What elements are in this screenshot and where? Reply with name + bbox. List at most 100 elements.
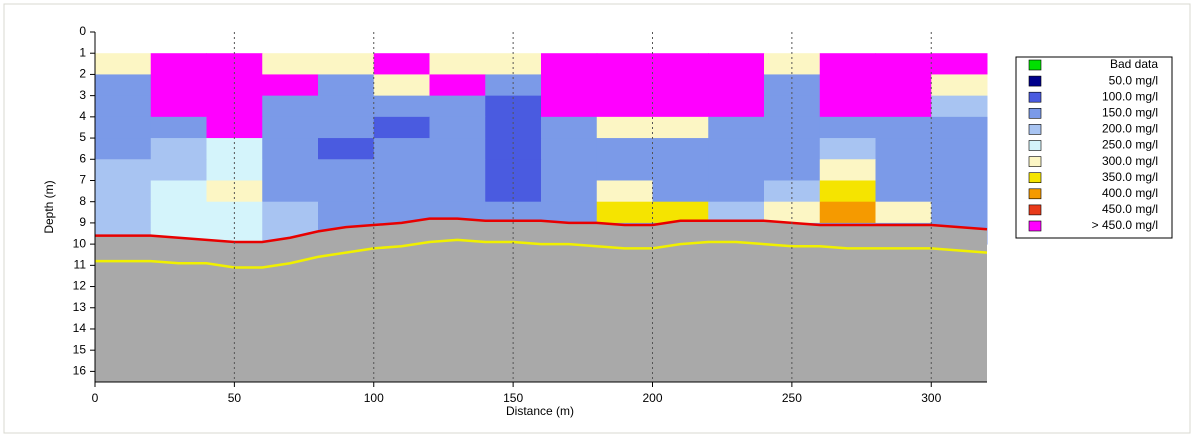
x-tick-label: 250 [782, 391, 802, 405]
y-tick-label: 9 [79, 215, 86, 229]
heat-cell [485, 74, 542, 97]
heat-cell [596, 116, 653, 139]
heat-cell [819, 116, 876, 139]
heat-cell [150, 180, 207, 203]
heat-cell [206, 95, 263, 118]
heat-cell [373, 74, 430, 97]
heat-cell [819, 53, 876, 75]
y-tick-label: 12 [73, 279, 87, 293]
heat-cell [150, 138, 207, 160]
heat-cell [764, 95, 821, 118]
heat-cell [429, 138, 486, 160]
heat-cell [262, 53, 319, 75]
heat-cell [150, 53, 207, 75]
heat-cell [596, 53, 653, 75]
heat-cell [931, 180, 988, 203]
heat-cell [819, 95, 876, 118]
heat-cell [652, 201, 709, 224]
legend-label: 100.0 mg/l [1102, 89, 1158, 103]
heat-cell [708, 138, 765, 160]
heat-cell [95, 201, 152, 224]
heat-cell [318, 138, 375, 160]
x-axis-title: Distance (m) [506, 404, 574, 418]
heat-cell [819, 138, 876, 160]
heat-cell [95, 53, 152, 75]
heat-cell [541, 53, 598, 75]
x-tick-label: 300 [921, 391, 941, 405]
heat-cell [875, 138, 932, 160]
heat-cell [262, 138, 319, 160]
y-tick-label: 13 [73, 300, 87, 314]
heat-cell [764, 53, 821, 75]
legend-label: 250.0 mg/l [1102, 138, 1158, 152]
heat-cell [373, 159, 430, 181]
heat-cell [875, 95, 932, 118]
heat-cell [931, 116, 988, 139]
heat-cell [95, 159, 152, 181]
y-tick-label: 15 [73, 342, 87, 356]
legend-label: 400.0 mg/l [1102, 186, 1158, 200]
heat-cell [206, 180, 263, 203]
heat-cell [652, 180, 709, 203]
heat-cell [429, 95, 486, 118]
heat-cell [875, 180, 932, 203]
legend-swatch [1028, 188, 1042, 200]
heat-cell [764, 180, 821, 203]
legend-swatch [1028, 75, 1042, 87]
heat-cell [931, 138, 988, 160]
heat-cell [541, 180, 598, 203]
x-tick-label: 150 [503, 391, 523, 405]
heat-cell [596, 159, 653, 181]
heat-cell [541, 116, 598, 139]
heat-cell [931, 159, 988, 181]
heat-cell [485, 159, 542, 181]
heat-cell [764, 74, 821, 97]
heat-cell [875, 74, 932, 97]
heat-cell [318, 159, 375, 181]
y-tick-label: 1 [79, 45, 86, 59]
legend-label: 350.0 mg/l [1102, 170, 1158, 184]
heat-cell [875, 116, 932, 139]
heat-cell [596, 138, 653, 160]
heat-cell [596, 95, 653, 118]
y-tick-label: 0 [79, 24, 86, 38]
legend-swatch [1028, 59, 1042, 71]
heat-cell [541, 201, 598, 224]
heat-cell [373, 138, 430, 160]
y-tick-label: 10 [73, 236, 87, 250]
legend-swatch [1028, 124, 1042, 135]
heat-cell [819, 180, 876, 203]
x-tick-label: 50 [228, 391, 242, 405]
heat-cell [318, 180, 375, 203]
heat-cell [318, 95, 375, 118]
heat-cell [541, 74, 598, 97]
legend-swatch [1028, 220, 1042, 232]
heat-cell [596, 74, 653, 97]
y-tick-label: 16 [73, 364, 87, 378]
y-tick-label: 4 [79, 109, 86, 123]
x-tick-label: 0 [92, 391, 99, 405]
heat-cell [373, 180, 430, 203]
legend-swatch [1028, 91, 1042, 103]
heat-cell [262, 116, 319, 139]
depth-line [95, 238, 988, 269]
x-tick-label: 200 [642, 391, 662, 405]
heat-cell [652, 116, 709, 139]
legend-swatch [1028, 156, 1042, 167]
heat-cell [485, 180, 542, 203]
depth-line [95, 217, 988, 244]
heat-cell [318, 53, 375, 75]
heat-cell [429, 53, 486, 75]
legend-label: > 450.0 mg/l [1092, 218, 1158, 232]
heat-cell [318, 116, 375, 139]
heat-cell [150, 116, 207, 139]
heat-cell [708, 116, 765, 139]
heat-cell [541, 159, 598, 181]
heat-cell [262, 201, 319, 224]
heat-cell [95, 95, 152, 118]
heat-cell [95, 74, 152, 97]
y-axis-title: Depth (m) [42, 180, 56, 233]
heat-cell [429, 116, 486, 139]
